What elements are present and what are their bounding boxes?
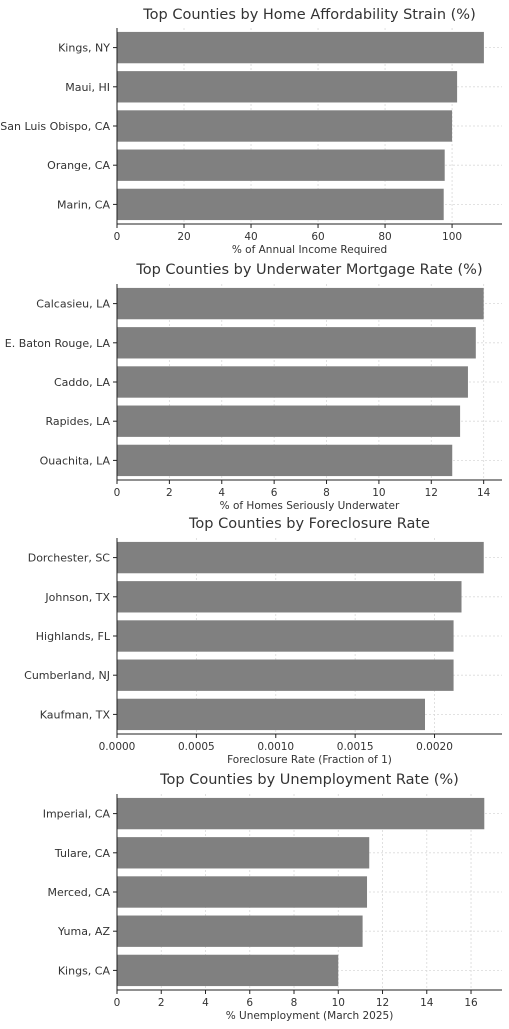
bar (117, 405, 461, 437)
x-tick-label: 0 (114, 231, 121, 243)
category-label: Imperial, CA (43, 808, 111, 821)
x-tick-label: 12 (376, 997, 389, 1009)
category-label: Marin, CA (57, 198, 110, 211)
x-tick-label: 0.0000 (99, 741, 136, 753)
bar (117, 837, 370, 869)
x-tick-label: 16 (464, 997, 478, 1009)
bar (117, 31, 484, 64)
bar (117, 149, 445, 181)
bar (117, 541, 484, 574)
category-label: Rapides, LA (45, 415, 110, 428)
x-tick-label: 6 (246, 997, 253, 1009)
chart-title: Top Counties by Foreclosure Rate (188, 516, 430, 532)
x-tick-label: 0 (114, 997, 121, 1009)
x-tick-label: 40 (244, 231, 257, 243)
chart-title: Top Counties by Unemployment Rate (%) (159, 772, 459, 788)
category-label: E. Baton Rouge, LA (5, 337, 111, 350)
x-tick-label: 6 (271, 487, 278, 499)
bar (117, 366, 468, 398)
x-axis-label: % Unemployment (March 2025) (226, 1010, 394, 1022)
x-tick-label: 0.0005 (178, 741, 215, 753)
x-tick-label: 0.0015 (337, 741, 374, 753)
category-label: Calcasieu, LA (36, 298, 110, 311)
category-label: Yuma, AZ (57, 925, 110, 938)
x-tick-label: 0.0010 (257, 741, 294, 753)
category-label: Ouachita, LA (40, 454, 111, 467)
category-label: Kaufman, TX (40, 708, 111, 721)
x-tick-label: 4 (202, 997, 209, 1009)
x-axis-label: % of Annual Income Required (232, 244, 387, 256)
bar (117, 188, 444, 221)
x-tick-label: 8 (323, 487, 330, 499)
x-tick-label: 0.0020 (416, 741, 453, 753)
chart-panel-2: Top Counties by Underwater Mortgage Rate… (5, 262, 502, 512)
x-axis-label: Foreclosure Rate (Fraction of 1) (227, 754, 392, 766)
category-label: Johnson, TX (44, 591, 110, 604)
x-tick-label: 100 (442, 231, 462, 243)
category-label: Highlands, FL (36, 630, 111, 643)
bar (117, 110, 453, 142)
x-tick-label: 12 (425, 487, 438, 499)
bar (117, 444, 453, 477)
x-tick-label: 10 (372, 487, 385, 499)
x-tick-label: 14 (477, 487, 491, 499)
chart-panel-3: Top Counties by Foreclosure Rate Dorchest… (24, 516, 502, 766)
chart-panel-1: Top Counties by Home Affordability Strai… (0, 7, 502, 256)
category-label: Orange, CA (47, 159, 110, 172)
bar (117, 954, 339, 987)
x-tick-label: 10 (332, 997, 345, 1009)
bar (117, 620, 454, 652)
category-label: Cumberland, NJ (24, 669, 110, 682)
bar (117, 797, 485, 830)
x-tick-label: 14 (420, 997, 434, 1009)
category-label: Maui, HI (65, 81, 110, 94)
x-axis-label: % of Homes Seriously Underwater (220, 500, 400, 512)
bar (117, 581, 462, 613)
bar (117, 698, 425, 731)
x-tick-label: 2 (166, 487, 173, 499)
x-tick-label: 20 (177, 231, 190, 243)
category-label: Caddo, LA (54, 376, 110, 389)
chart-title: Top Counties by Home Affordability Strai… (142, 7, 475, 23)
bar (117, 287, 484, 320)
category-label: Tulare, CA (54, 847, 111, 860)
chart-panel-4: Top Counties by Unemployment Rate (%) Imp… (43, 772, 502, 1022)
bar (117, 876, 368, 908)
x-tick-label: 4 (218, 487, 225, 499)
x-tick-label: 2 (158, 997, 165, 1009)
bar (117, 659, 454, 691)
category-label: Kings, CA (58, 964, 111, 977)
x-tick-label: 8 (291, 997, 298, 1009)
x-tick-label: 80 (378, 231, 391, 243)
bar (117, 71, 458, 103)
category-label: San Luis Obispo, CA (0, 120, 110, 133)
category-label: Dorchester, SC (28, 552, 111, 565)
category-label: Merced, CA (47, 886, 110, 899)
bar (117, 915, 363, 947)
category-label: Kings, NY (58, 42, 110, 55)
bar (117, 327, 476, 359)
chart-title: Top Counties by Underwater Mortgage Rate… (135, 262, 482, 278)
x-tick-label: 0 (114, 487, 121, 499)
x-tick-label: 60 (311, 231, 324, 243)
